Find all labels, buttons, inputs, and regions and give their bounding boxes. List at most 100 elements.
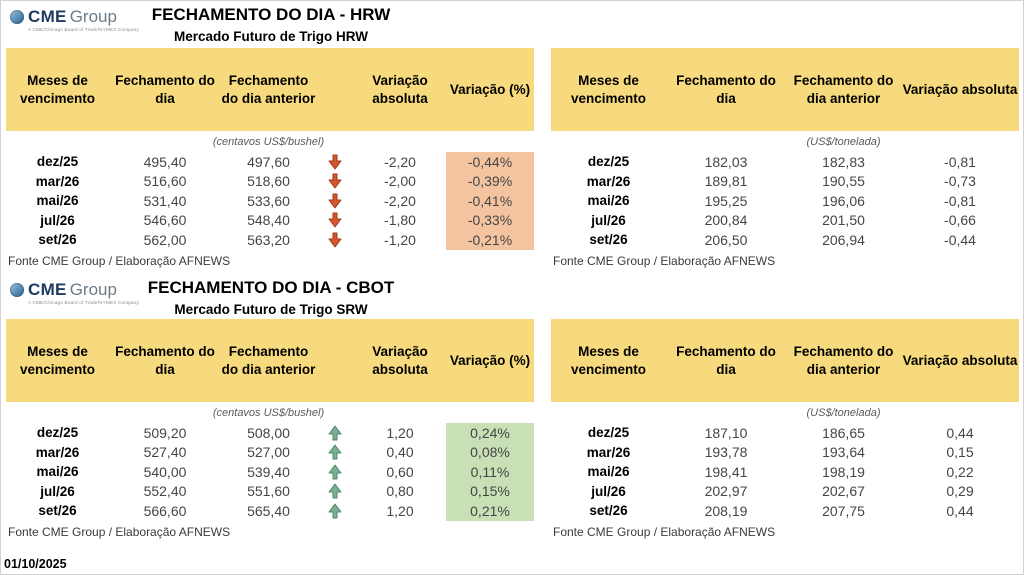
arrow-down-icon xyxy=(316,211,354,231)
unit-row: (US$/tonelada) xyxy=(551,402,1019,423)
arrow-down-icon xyxy=(316,230,354,250)
table-row: set/26 208,19 207,75 0,44 xyxy=(551,501,1019,521)
month-cell: dez/25 xyxy=(587,154,630,170)
month-cell: mai/26 xyxy=(587,464,630,480)
header-months: Meses de vencimento xyxy=(19,72,96,106)
close-cell: 566,60 xyxy=(143,502,187,519)
futures-table-tonne: Meses de vencimento Fechamento do dia Fe… xyxy=(551,48,1019,268)
prev-close-cell: 497,60 xyxy=(247,153,290,170)
table-header-row: Meses de vencimento Fechamento do dia Fe… xyxy=(6,48,534,131)
table-row: mar/26 193,78 193,64 0,15 xyxy=(551,443,1019,463)
table-body: dez/25 187,10 186,65 0,44 mar/26 193,78 193,64… xyxy=(551,423,1019,521)
abs-change-cell: 0,44 xyxy=(946,502,974,519)
month-cell: mar/26 xyxy=(35,173,80,189)
section-heading: FECHAMENTO DO DIA - CBOT Mercado Futuro … xyxy=(91,278,451,317)
prev-close-cell: 527,00 xyxy=(247,444,290,461)
header-prev-close: Fechamento do dia anterior xyxy=(793,72,894,106)
close-cell: 195,25 xyxy=(704,192,748,209)
header-months: Meses de vencimento xyxy=(570,343,647,377)
cme-group-logo: CME Group A CME/Chicago Board of Trade/N… xyxy=(10,8,140,32)
arrow-up-icon xyxy=(316,462,354,482)
unit-label: (centavos US$/bushel) xyxy=(212,406,325,419)
prev-close-cell: 565,40 xyxy=(247,502,290,519)
table-header-row: Meses de vencimento Fechamento do dia Fe… xyxy=(551,48,1019,131)
logo-cme-text: CME xyxy=(28,7,67,26)
month-cell: dez/25 xyxy=(36,154,79,170)
prev-close-cell: 548,40 xyxy=(247,212,290,229)
table-row: mai/26 198,41 198,19 0,22 xyxy=(551,462,1019,482)
pct-change-cell: -0,41% xyxy=(446,191,534,211)
arrow-up-icon xyxy=(316,423,354,443)
abs-change-cell: 0,40 xyxy=(386,444,414,461)
pct-change-cell: -0,39% xyxy=(446,171,534,191)
header-pct-change: Variação (%) xyxy=(449,352,531,368)
pct-change-cell: 0,24% xyxy=(446,423,534,443)
prev-close-cell: 193,64 xyxy=(822,444,865,461)
unit-label: (centavos US$/bushel) xyxy=(212,135,325,148)
abs-change-cell: 0,15 xyxy=(946,444,974,461)
table-row: mai/26 531,40 533,60 -2,20 -0,41% xyxy=(6,191,534,211)
month-cell: set/26 xyxy=(38,232,77,248)
logo-row: CME Group xyxy=(10,8,140,25)
header-abs-change: Variação absoluta xyxy=(372,343,428,377)
header-close: Fechamento do dia xyxy=(676,343,776,377)
logo-tagline: A CME/Chicago Board of Trade/NYMEX Compa… xyxy=(28,27,140,32)
prev-close-cell: 539,40 xyxy=(247,463,290,480)
unit-row: (centavos US$/bushel) xyxy=(6,131,534,152)
close-cell: 187,10 xyxy=(704,424,748,441)
table-row: dez/25 509,20 508,00 1,20 0,24% xyxy=(6,423,534,443)
close-cell: 206,50 xyxy=(704,231,748,248)
header-prev-close: Fechamento do dia anterior xyxy=(221,343,316,377)
table-row: mai/26 540,00 539,40 0,60 0,11% xyxy=(6,462,534,482)
source-note: Fonte CME Group / Elaboração AFNEWS xyxy=(553,524,776,539)
table-header-row: Meses de vencimento Fechamento do dia Fe… xyxy=(6,319,534,402)
close-cell: 531,40 xyxy=(143,192,187,209)
arrow-down-icon xyxy=(316,191,354,211)
source-note: Fonte CME Group / Elaboração AFNEWS xyxy=(8,524,231,539)
close-cell: 540,00 xyxy=(143,463,187,480)
pct-change-cell: 0,08% xyxy=(446,442,534,462)
table-row: jul/26 200,84 201,50 -0,66 xyxy=(551,211,1019,231)
table-row: jul/26 552,40 551,60 0,80 0,15% xyxy=(6,481,534,501)
month-cell: jul/26 xyxy=(591,483,626,499)
abs-change-cell: 0,29 xyxy=(946,483,974,500)
unit-label: (US$/tonelada) xyxy=(806,406,881,419)
futures-table-tonne: Meses de vencimento Fechamento do dia Fe… xyxy=(551,319,1019,539)
table-row: mar/26 527,40 527,00 0,40 0,08% xyxy=(6,442,534,463)
arrow-up-icon xyxy=(316,443,354,463)
header-months: Meses de vencimento xyxy=(19,343,96,377)
month-cell: set/26 xyxy=(589,232,628,248)
close-cell: 193,78 xyxy=(704,444,748,461)
abs-change-cell: -1,20 xyxy=(384,231,416,248)
abs-change-cell: 1,20 xyxy=(386,502,414,519)
close-cell: 495,40 xyxy=(143,153,187,170)
month-cell: mar/26 xyxy=(35,444,80,460)
prev-close-cell: 186,65 xyxy=(822,424,865,441)
section-cbot: CME Group A CME/Chicago Board of Trade/N… xyxy=(1,274,1023,574)
close-cell: 527,40 xyxy=(143,444,187,461)
prev-close-cell: 533,60 xyxy=(247,192,290,209)
globe-icon xyxy=(10,282,24,297)
month-cell: set/26 xyxy=(589,503,628,519)
cme-group-logo: CME Group A CME/Chicago Board of Trade/N… xyxy=(10,281,140,305)
table-body: dez/25 495,40 497,60 -2,20 -0,44% mar/26 516,6… xyxy=(6,152,534,250)
close-cell: 202,97 xyxy=(704,483,748,500)
close-cell: 182,03 xyxy=(704,153,748,170)
close-cell: 200,84 xyxy=(704,212,748,229)
table-row: mar/26 189,81 190,55 -0,73 xyxy=(551,172,1019,192)
abs-change-cell: -2,20 xyxy=(384,192,416,209)
logo-cme-text: CME xyxy=(28,280,67,299)
abs-change-cell: -2,00 xyxy=(384,173,416,190)
prev-close-cell: 518,60 xyxy=(247,173,290,190)
close-cell: 546,60 xyxy=(143,212,187,229)
futures-table-bushel: Meses de vencimento Fechamento do dia Fe… xyxy=(6,48,534,268)
globe-icon xyxy=(10,9,24,24)
prev-close-cell: 196,06 xyxy=(822,192,865,209)
month-cell: mai/26 xyxy=(587,193,630,209)
pct-change-cell: -0,44% xyxy=(446,152,534,172)
pct-change-cell: 0,15% xyxy=(446,481,534,501)
header-arrow-spacer xyxy=(316,48,354,131)
table-header-row: Meses de vencimento Fechamento do dia Fe… xyxy=(551,319,1019,402)
table-row: set/26 566,60 565,40 1,20 0,21% xyxy=(6,501,534,521)
